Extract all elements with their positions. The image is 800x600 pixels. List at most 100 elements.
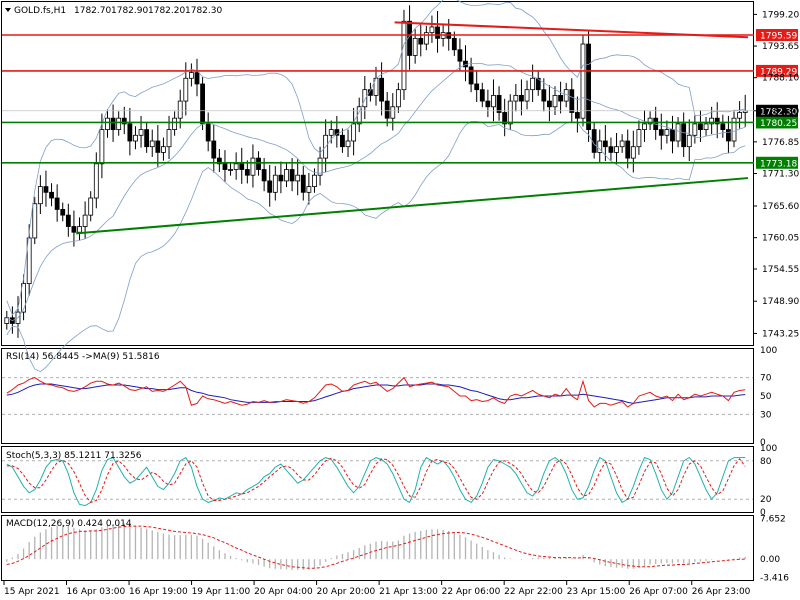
candle-body <box>647 117 653 125</box>
candle-body <box>88 197 94 216</box>
candle-body <box>630 146 636 159</box>
candle-body <box>608 146 614 153</box>
candle-body <box>82 214 88 227</box>
candle-body <box>177 100 183 119</box>
time-tick-label: 19 Apr 11:00 <box>192 587 251 597</box>
candle-body <box>614 146 619 153</box>
level-price-label: 1795.59 <box>760 31 797 41</box>
candle-body <box>121 117 127 125</box>
candle-body <box>502 112 508 125</box>
rsi-panel[interactable] <box>2 376 753 415</box>
time-tick-label: 26 Apr 07:00 <box>629 587 688 597</box>
candle-body <box>351 123 357 142</box>
macd-panel[interactable] <box>6 523 746 570</box>
candle-body <box>451 37 457 51</box>
candle-body <box>491 94 496 108</box>
candle-body <box>552 94 558 108</box>
candle-body <box>194 72 200 85</box>
candle-body <box>54 197 60 210</box>
candle-body <box>541 89 547 102</box>
candle-body <box>692 123 698 136</box>
candle-body <box>412 37 418 56</box>
candle-body <box>423 32 429 45</box>
candle-body <box>737 112 743 119</box>
candle-body <box>49 191 54 199</box>
candle-body <box>698 123 703 130</box>
candle-body <box>485 100 491 108</box>
rsi-tick-label: 100 <box>760 346 777 356</box>
candle-body <box>574 112 580 119</box>
price-tick-label: 1743.25 <box>762 329 799 339</box>
level-price-label-bg <box>756 156 798 169</box>
macd-label: MACD(12,26,9) 0.424 0.014 <box>6 519 132 529</box>
candle-body <box>21 283 26 313</box>
candle-body <box>681 123 687 148</box>
candle-body <box>586 43 591 130</box>
macd-tick-label: 0.00 <box>760 555 780 565</box>
candle-body <box>507 100 513 125</box>
ohlc-low: 1782.20 <box>148 6 185 16</box>
symbol-dropdown-icon[interactable] <box>5 8 11 12</box>
candle-body <box>183 77 189 102</box>
candle-body <box>328 129 334 136</box>
rsi-tick-label: 0 <box>760 438 766 448</box>
stoch-panel[interactable] <box>2 456 753 507</box>
candle-body <box>524 89 530 102</box>
candle-body <box>345 140 351 148</box>
axes: 1795.59 1789.29 1780.25 1773.18 1782.30 1799.… <box>3 10 799 597</box>
candle-body <box>222 163 228 170</box>
candle-body <box>116 117 122 130</box>
candle-body <box>384 100 390 119</box>
candle-body <box>731 117 737 142</box>
trendline-support[interactable] <box>76 177 749 235</box>
rsi-tick-label: 50 <box>760 392 772 402</box>
candle-body <box>642 123 647 130</box>
candle-body <box>133 134 138 142</box>
candle-body <box>105 117 110 130</box>
candle-body <box>686 134 692 148</box>
price-tick-label: 1793.65 <box>762 42 799 52</box>
stoch-d-line <box>6 457 746 503</box>
candle-body <box>250 157 256 176</box>
candle-body <box>312 174 317 188</box>
stoch-tick-label: 100 <box>760 444 777 454</box>
candle-body <box>127 123 133 142</box>
candle-body <box>591 129 597 153</box>
current-price-label-bg <box>756 104 798 117</box>
rsi-panel-frame <box>1 348 754 444</box>
candle-body <box>726 129 731 142</box>
candle-body <box>496 94 502 113</box>
macd-panel-frame <box>1 515 754 581</box>
time-tick-label: 21 Apr 13:00 <box>379 587 438 597</box>
candle-body <box>155 140 161 153</box>
candle-body <box>619 140 625 148</box>
candle-body <box>161 146 166 153</box>
candle-body <box>636 129 642 148</box>
candle-body <box>479 89 485 102</box>
stoch-k-line <box>6 456 746 507</box>
time-tick-label: 20 Apr 04:00 <box>254 587 313 597</box>
candle-body <box>709 117 715 125</box>
candle-body <box>295 174 301 182</box>
time-tick-label: 26 Apr 23:00 <box>692 587 751 597</box>
candle-body <box>306 186 312 193</box>
bollinger-lower <box>6 121 746 373</box>
candle-body <box>26 237 32 284</box>
candle-body <box>675 123 681 142</box>
candle-body <box>216 157 222 165</box>
candle-body <box>289 169 295 182</box>
price-panel[interactable] <box>2 0 754 373</box>
price-tick-label: 1782.30 <box>762 107 799 117</box>
candle-body <box>188 72 194 79</box>
candle-body <box>77 226 82 233</box>
bollinger-upper <box>6 0 746 316</box>
candle-body <box>43 186 49 193</box>
candle-body <box>714 117 720 125</box>
candle-body <box>474 83 480 91</box>
candle-body <box>239 163 245 170</box>
candle-body <box>597 140 603 153</box>
stoch-tick-label: 0 <box>760 508 766 518</box>
candle-body <box>256 157 261 170</box>
candle-body <box>530 77 536 91</box>
